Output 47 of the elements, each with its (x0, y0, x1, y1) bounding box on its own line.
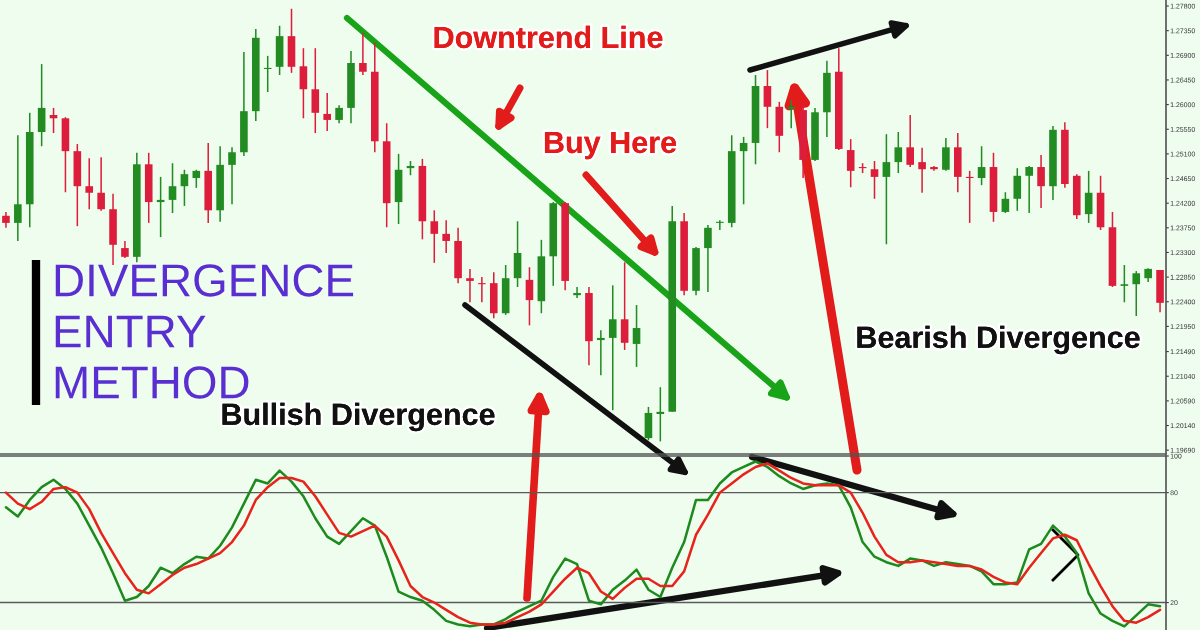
candlestick (763, 69, 772, 129)
candlestick (442, 219, 450, 254)
candlestick (870, 160, 879, 200)
candlestick (608, 284, 617, 411)
candlestick (918, 147, 926, 194)
candlestick (525, 266, 534, 327)
candlestick (1132, 270, 1141, 317)
candlestick (311, 47, 320, 134)
candlestick (620, 261, 629, 351)
annotation: Downtrend Line (434, 25, 663, 49)
candlestick (85, 157, 94, 210)
candlestick (192, 169, 201, 189)
candlestick (478, 276, 486, 304)
candlestick (716, 219, 724, 231)
candlestick (466, 268, 474, 304)
candlestick (1025, 165, 1033, 214)
candlestick (228, 146, 236, 206)
candlestick (1001, 191, 1010, 214)
candlestick (97, 156, 105, 212)
candlestick (942, 137, 950, 172)
candlestick (846, 138, 855, 189)
candlestick (882, 133, 891, 246)
candlestick (1013, 167, 1022, 212)
candlestick (359, 32, 367, 76)
annotation: Buy Here (544, 131, 677, 160)
candlestick (906, 114, 914, 168)
candlestick (430, 209, 439, 264)
candlestick (323, 92, 331, 132)
candlestick (977, 145, 986, 186)
candlestick (263, 55, 272, 93)
candlestick (180, 169, 189, 207)
candlestick (632, 304, 641, 368)
annotation: Bullish Divergence (222, 402, 495, 432)
candlestick (704, 224, 712, 293)
candlestick (894, 131, 903, 174)
candlestick (1120, 264, 1129, 304)
text: DIVERGENCE ENTRY METHOD (55, 264, 354, 399)
candlestick (168, 162, 177, 214)
candlestick (597, 329, 605, 376)
candlestick (14, 134, 22, 242)
candlestick (299, 47, 308, 120)
candlestick (1037, 154, 1045, 209)
candlestick (573, 286, 581, 299)
candlestick (787, 99, 796, 129)
candlestick (335, 104, 343, 124)
candlestick (1084, 170, 1093, 224)
annotation: Bearish Divergence (857, 325, 1140, 355)
